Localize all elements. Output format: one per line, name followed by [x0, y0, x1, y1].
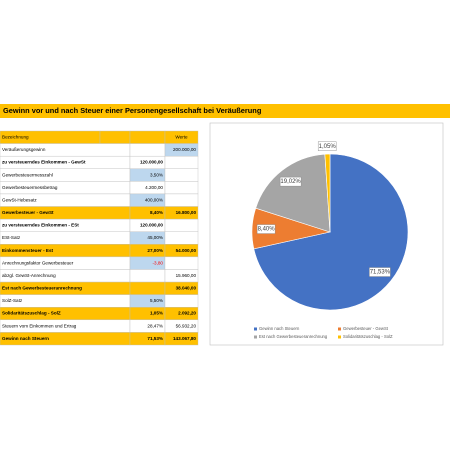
- header-value: Werte: [175, 135, 188, 140]
- row-mid: 120.000,00: [140, 223, 163, 228]
- row-mid: 27,00%: [147, 248, 163, 253]
- row-label: Solidaritätszuschlag - SolZ: [2, 311, 61, 316]
- row-mid: 71,53%: [147, 336, 163, 341]
- table-cell: [164, 168, 199, 182]
- table-cell: [164, 231, 199, 245]
- row-mid: -3,80: [153, 260, 164, 265]
- table-cell: [129, 130, 166, 144]
- data-label-box: [279, 176, 302, 187]
- row-label: Steuern vom Einkommen und Ertrag: [2, 323, 77, 328]
- row-value: 56.932,20: [176, 323, 197, 328]
- table-cell: [164, 256, 199, 270]
- row-mid: 400,00%: [145, 197, 163, 202]
- row-mid: 3,50%: [150, 172, 163, 177]
- data-label: 8,40%: [258, 227, 276, 233]
- table-cell: [129, 281, 166, 295]
- data-label: 1,05%: [319, 144, 337, 150]
- legend-swatch: [338, 335, 341, 339]
- legend-label: Solidaritätszuschlag - SolZ: [343, 334, 393, 339]
- row-mid: 45,00%: [147, 235, 163, 240]
- row-value: 200.000,00: [173, 147, 196, 152]
- data-label-box: [256, 224, 276, 234]
- table-cell: [99, 130, 131, 144]
- row-label: SolZ-Satz: [2, 298, 23, 303]
- row-label: ESt-Satz: [2, 235, 21, 240]
- row-mid: 1,05%: [150, 311, 163, 316]
- data-label-box: [317, 141, 337, 151]
- legend-label: Gewinn nach Steuern: [259, 326, 300, 331]
- table-cell: [164, 294, 199, 308]
- table-cell: [129, 269, 166, 283]
- row-mid: 120.000,00: [140, 160, 163, 165]
- table-cell: [164, 155, 199, 169]
- row-label: GewSt-Hebesatz: [2, 197, 37, 202]
- title-bar: [0, 104, 450, 118]
- table-cell: [164, 332, 199, 346]
- row-mid: 28,47%: [147, 323, 163, 328]
- row-value: 2.092,20: [178, 311, 196, 316]
- row-label: zu versteuerndes Einkommen - ESt: [2, 223, 79, 228]
- row-value: 38.040,00: [176, 286, 197, 291]
- table-cell: [129, 143, 166, 157]
- table-cell: [164, 181, 199, 195]
- row-label: abzgl. GewSt-Anrechnung: [2, 273, 56, 278]
- legend-label: Gewerbesteuer - GewSt: [343, 326, 389, 331]
- legend-label: Est nach Gewerbesteueranrechnung: [259, 334, 328, 339]
- row-mid: 8,40%: [150, 210, 163, 215]
- pie-slice: [324, 153, 331, 233]
- row-label: zu versteuerndes Einkommen - GewSt: [2, 160, 86, 165]
- legend-swatch: [254, 327, 257, 331]
- legend-swatch: [254, 335, 257, 339]
- table-cell: [164, 218, 199, 232]
- row-value: 16.800,00: [176, 210, 197, 215]
- row-label: Gewerbesteuermessbetrag: [2, 185, 58, 190]
- row-label: Veräußerungsgewinn: [2, 147, 46, 152]
- row-label: Est nach Gewerbesteueranrechnung: [2, 286, 82, 291]
- row-label: Gewerbesteuermesszahl: [2, 172, 53, 177]
- row-value: 54.000,00: [176, 248, 197, 253]
- header-label: Bezeichnung: [2, 135, 29, 140]
- row-value: 15.960,00: [176, 273, 197, 278]
- row-label: Gewerbesteuer - GewSt: [2, 210, 54, 215]
- data-label: 71,53%: [370, 270, 391, 276]
- legend-swatch: [338, 327, 341, 331]
- title: Gewinn vor und nach Steuer einer Persone…: [3, 106, 262, 115]
- row-mid: 4.200,00: [145, 185, 163, 190]
- row-value: 143.067,80: [173, 336, 196, 341]
- row-label: Anrechnungsfaktor Gewerbesteuer: [2, 260, 74, 265]
- row-label: Einkommensteuer - Est: [2, 248, 54, 253]
- data-label: 19,02%: [280, 179, 301, 185]
- pie-slice: [255, 153, 331, 233]
- table-cell: [164, 193, 199, 207]
- row-label: Gewinn nach Steuern: [2, 336, 49, 341]
- data-label-box: [369, 267, 391, 277]
- row-mid: 5,50%: [150, 298, 163, 303]
